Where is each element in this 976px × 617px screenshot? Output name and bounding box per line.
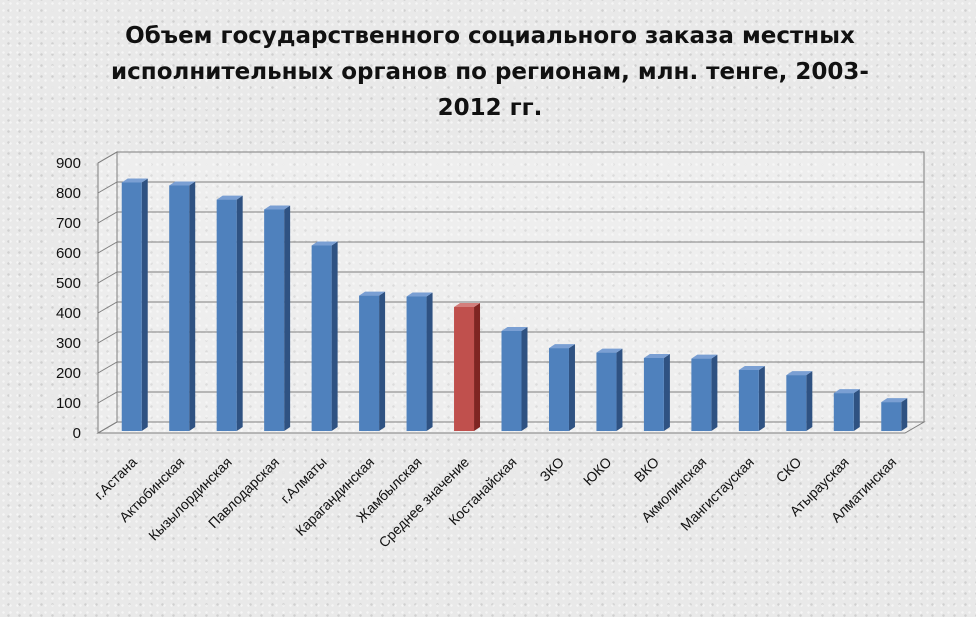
bar bbox=[548, 344, 575, 431]
y-tick-label: 900 bbox=[56, 155, 81, 172]
bar-side bbox=[853, 389, 860, 431]
bar bbox=[738, 366, 765, 431]
bar bbox=[169, 181, 196, 431]
bar-side bbox=[379, 291, 386, 431]
bar-top bbox=[264, 205, 291, 210]
bar-front bbox=[216, 199, 237, 431]
bar-top bbox=[121, 178, 148, 183]
bar bbox=[454, 303, 481, 431]
y-tick-label: 600 bbox=[56, 245, 81, 262]
bar-front bbox=[881, 402, 902, 431]
bar-side bbox=[663, 354, 670, 431]
bar-front bbox=[643, 358, 664, 431]
bar-top bbox=[596, 348, 623, 353]
bar-side bbox=[331, 241, 338, 431]
bar-front bbox=[359, 295, 380, 431]
bar-front bbox=[738, 370, 759, 431]
bar-top bbox=[311, 241, 338, 246]
bar bbox=[311, 241, 338, 431]
bar-top bbox=[833, 389, 860, 394]
bar-front bbox=[121, 182, 142, 431]
bar-top bbox=[786, 371, 813, 376]
bar bbox=[359, 291, 386, 431]
bar-side bbox=[616, 348, 623, 431]
bar-side bbox=[474, 303, 481, 431]
bar-side bbox=[806, 371, 813, 431]
bar-side bbox=[568, 344, 575, 431]
y-tick-label: 400 bbox=[56, 305, 81, 322]
gridline bbox=[97, 211, 924, 224]
y-tick-label: 700 bbox=[56, 215, 81, 232]
chart-side-wall bbox=[97, 151, 118, 434]
x-category-label: Кызылординская bbox=[145, 454, 235, 544]
x-category-label: г.Астана bbox=[91, 454, 140, 503]
bar-side bbox=[141, 178, 148, 431]
bar-side bbox=[901, 398, 908, 431]
bar bbox=[501, 327, 528, 431]
bar-side bbox=[189, 181, 196, 431]
y-axis-ticks: 0 100 200 300 400 500 600 700 800 900 bbox=[56, 155, 81, 442]
bar-front bbox=[786, 375, 807, 431]
gridline bbox=[97, 151, 924, 164]
bars bbox=[121, 178, 908, 431]
bar bbox=[786, 371, 813, 431]
bar bbox=[216, 195, 243, 431]
x-category-label: ЗКО bbox=[536, 454, 567, 485]
bar-top bbox=[216, 195, 243, 200]
x-category-label: ВКО bbox=[631, 454, 662, 485]
gridline bbox=[97, 301, 924, 314]
bar-top bbox=[501, 327, 528, 331]
y-tick-label: 800 bbox=[56, 185, 81, 202]
x-axis-labels: г.АстанаАктюбинскаяКызылординскаяПавлода… bbox=[91, 454, 899, 551]
y-tick-label: 500 bbox=[56, 275, 81, 292]
bar-side bbox=[284, 205, 291, 431]
bar bbox=[406, 292, 433, 431]
bar bbox=[881, 398, 908, 431]
bar bbox=[691, 354, 718, 431]
bar-top bbox=[738, 366, 765, 370]
bar-front bbox=[406, 296, 427, 431]
bar-front bbox=[548, 348, 569, 431]
gridline bbox=[97, 271, 924, 284]
bar-front bbox=[596, 352, 617, 431]
gridline bbox=[97, 241, 924, 254]
bar-side bbox=[758, 366, 765, 431]
y-tick-label: 200 bbox=[56, 365, 81, 382]
bar-front bbox=[264, 209, 285, 431]
bar-front bbox=[691, 358, 712, 431]
bar-front bbox=[501, 331, 522, 431]
y-tick-label: 300 bbox=[56, 335, 81, 352]
bar-front bbox=[833, 393, 854, 431]
gridline bbox=[97, 331, 924, 344]
x-category-label: ЮКО bbox=[580, 454, 615, 489]
bar-side bbox=[711, 354, 718, 431]
bar-top bbox=[881, 398, 908, 403]
x-category-label: Среднее значение bbox=[375, 454, 472, 551]
bar bbox=[264, 205, 291, 431]
bar-front bbox=[169, 185, 190, 431]
bar-top bbox=[169, 181, 196, 186]
y-tick-label: 100 bbox=[56, 395, 81, 412]
bar-top bbox=[359, 291, 386, 296]
bar-top bbox=[691, 354, 718, 359]
bar-front bbox=[454, 307, 475, 431]
bar bbox=[643, 354, 670, 431]
bar bbox=[121, 178, 148, 431]
bar-side bbox=[236, 195, 243, 431]
gridline bbox=[97, 181, 924, 194]
bar-top bbox=[406, 292, 433, 297]
y-tick-label: 0 bbox=[73, 425, 81, 442]
bar-top bbox=[643, 354, 670, 358]
bar-front bbox=[311, 245, 332, 431]
bar-side bbox=[521, 327, 528, 431]
bar-top bbox=[548, 344, 575, 349]
bar bbox=[596, 348, 623, 431]
chart-title: Объем государственного социального заказ… bbox=[111, 23, 869, 121]
x-category-label: СКО bbox=[773, 454, 805, 486]
bar-top bbox=[454, 303, 481, 307]
bar bbox=[833, 389, 860, 431]
bar-side bbox=[426, 292, 433, 431]
